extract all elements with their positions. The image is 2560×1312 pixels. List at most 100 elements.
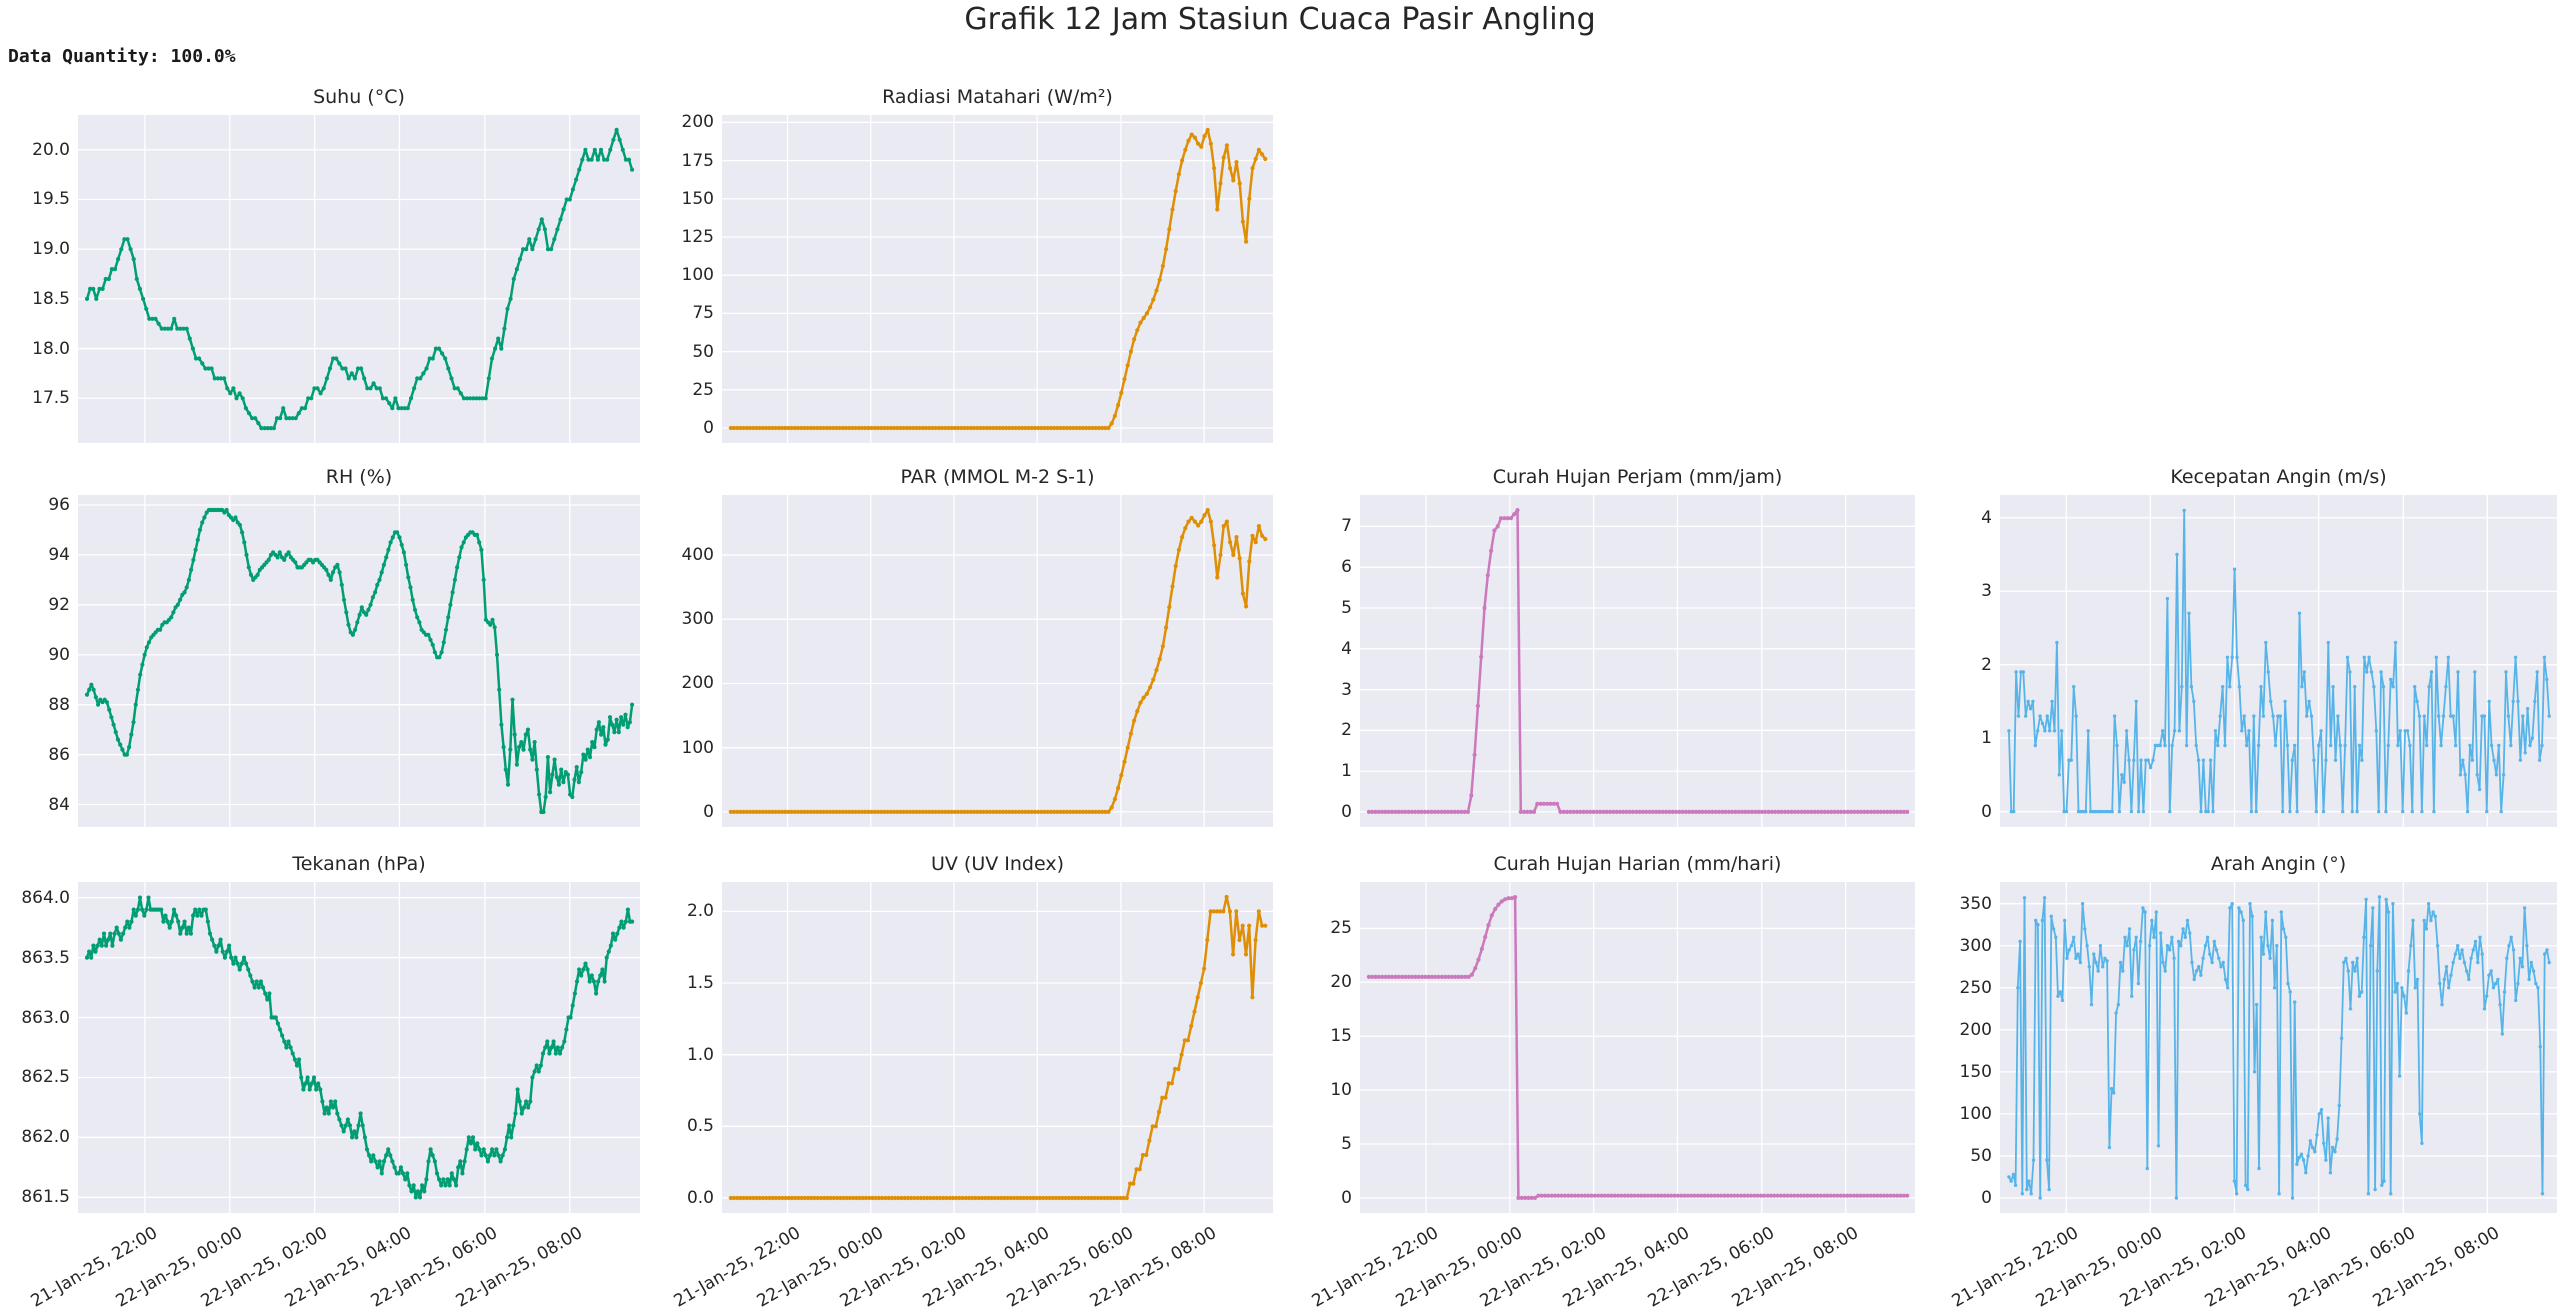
data-point	[1122, 759, 1127, 764]
data-point	[2542, 655, 2547, 659]
y-tick-label: 84	[48, 794, 70, 815]
data-point	[390, 406, 395, 411]
chart-svg-hujan_perjam	[1360, 495, 1915, 827]
data-point	[326, 572, 331, 577]
data-point	[1723, 809, 1728, 814]
data-point	[2518, 956, 2522, 960]
data-point	[115, 737, 121, 742]
chart-svg-kecepatan	[2000, 495, 2557, 827]
data-point	[1144, 691, 1149, 696]
data-point	[1549, 1193, 1554, 1198]
data-point	[125, 237, 130, 242]
data-point	[1202, 134, 1207, 139]
data-point	[1000, 809, 1005, 814]
data-point	[133, 913, 138, 918]
data-point	[623, 157, 629, 162]
data-point	[885, 809, 890, 814]
data-point	[515, 1087, 520, 1092]
data-point	[808, 809, 813, 814]
data-point	[2374, 729, 2378, 733]
y-tick-label: 4	[1341, 638, 1352, 659]
data-point	[2241, 918, 2245, 923]
data-point	[2096, 809, 2100, 814]
data-point	[2313, 1150, 2317, 1154]
data-point	[1048, 809, 1053, 814]
data-point	[335, 562, 340, 567]
data-point	[256, 985, 261, 990]
data-point	[543, 794, 548, 800]
data-point	[364, 612, 369, 617]
data-point	[233, 515, 238, 520]
data-point	[976, 1195, 981, 1201]
data-point	[406, 575, 411, 580]
data-point	[882, 809, 887, 814]
data-point	[275, 1021, 280, 1026]
data-point	[1224, 894, 1229, 900]
data-point	[1809, 809, 1814, 814]
data-point	[471, 396, 476, 401]
data-point	[343, 1123, 348, 1128]
data-point	[2329, 743, 2333, 748]
data-point	[760, 1195, 766, 1201]
data-point	[611, 137, 616, 142]
data-point	[1825, 809, 1831, 814]
data-point	[1683, 809, 1688, 814]
data-point	[2214, 948, 2219, 952]
data-point	[944, 1195, 949, 1201]
series-line-kecepatan	[2007, 509, 2551, 813]
data-point	[1576, 1193, 1581, 1198]
data-point	[2463, 773, 2467, 777]
data-point	[248, 973, 253, 978]
data-point	[930, 809, 935, 814]
data-point	[536, 227, 541, 232]
data-point	[209, 366, 214, 371]
data-point	[607, 715, 613, 720]
data-point	[2107, 1145, 2112, 1150]
data-point	[1068, 809, 1073, 814]
data-point	[1055, 809, 1060, 814]
data-point	[1584, 809, 1589, 814]
data-point	[2094, 960, 2098, 965]
data-point	[1555, 801, 1560, 806]
data-point	[822, 1195, 827, 1201]
data-point	[952, 809, 957, 814]
data-point	[1380, 809, 1385, 814]
data-point	[2444, 965, 2449, 969]
data-point	[181, 326, 186, 331]
data-point	[367, 1153, 372, 1158]
data-point	[393, 396, 398, 401]
data-point	[1042, 809, 1047, 814]
data-point	[381, 1159, 387, 1164]
data-point	[191, 913, 196, 918]
data-point	[2408, 743, 2412, 748]
data-point	[598, 147, 604, 152]
data-point	[850, 809, 855, 814]
data-point	[490, 617, 495, 622]
data-point	[399, 406, 404, 411]
data-point	[401, 550, 406, 555]
data-point	[2228, 906, 2232, 910]
data-point	[965, 425, 970, 431]
data-point	[430, 1153, 435, 1158]
data-point	[1881, 1193, 1887, 1198]
data-point	[876, 1195, 881, 1201]
data-point	[2306, 1154, 2310, 1158]
data-point	[1828, 1193, 1833, 1198]
series-line-suhu	[85, 128, 634, 430]
data-point	[528, 747, 533, 752]
data-point	[1581, 809, 1586, 814]
data-point	[178, 931, 183, 936]
data-point	[1125, 363, 1130, 368]
data-point	[1647, 809, 1652, 814]
data-point	[2199, 809, 2203, 814]
data-point	[1759, 809, 1764, 814]
data-point	[1176, 547, 1181, 552]
data-point	[773, 425, 778, 431]
data-point	[2410, 809, 2414, 814]
data-point	[488, 622, 493, 627]
data-point	[1218, 181, 1223, 186]
data-point	[1180, 158, 1185, 163]
data-point	[446, 615, 451, 620]
data-point	[1032, 809, 1037, 814]
data-point	[144, 645, 149, 650]
